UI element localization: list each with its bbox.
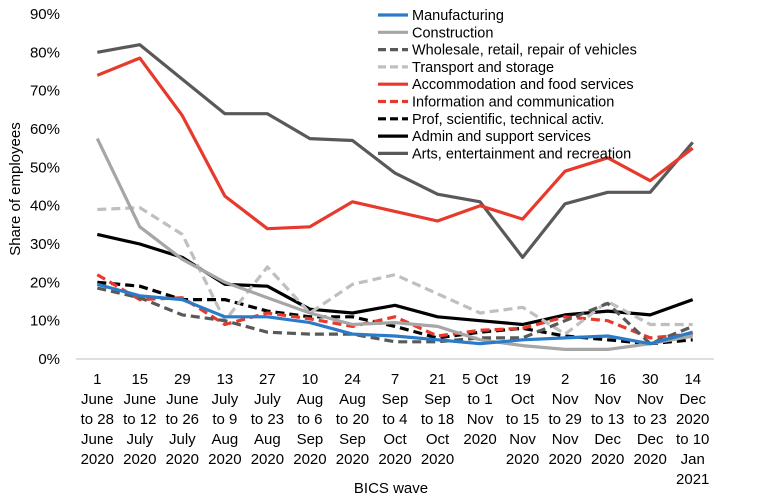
series-lines — [95, 43, 694, 351]
y-tick-label: 0% — [38, 351, 60, 368]
y-tick-label: 20% — [30, 274, 60, 291]
legend-label: Wholesale, retail, repair of vehicles — [412, 43, 637, 59]
y-tick-label: 30% — [30, 236, 60, 253]
legend-label: Information and communication — [412, 95, 614, 111]
x-tick-label: 14 Dec 2020 to 10 Jan 2021 — [676, 371, 709, 488]
legend-label: Transport and storage — [412, 60, 554, 76]
y-tick-label: 90% — [30, 6, 60, 23]
x-tick-label: 24 Aug to 20 Sep 2020 — [336, 371, 369, 468]
x-tick-label: 13 July to 9 Aug 2020 — [208, 371, 241, 468]
legend-label: Construction — [412, 25, 493, 41]
x-tick-label: 30 Nov to 23 Dec 2020 — [634, 371, 667, 468]
x-tick-label: 29 June to 26 July 2020 — [166, 371, 199, 468]
x-tick-label: 1 June to 28 June 2020 — [81, 371, 114, 468]
y-axis: 0% 10% 20% 30% 40% 50% 60% 70% 80% 90% — [30, 6, 60, 368]
x-tick-label: 7 Sep to 4 Oct 2020 — [378, 371, 411, 468]
series-line-information-and-communication — [96, 273, 693, 340]
x-tick-label: 5 Oct to 1 Nov 2020 — [462, 371, 499, 448]
series-line-accommodation-and-food-services — [96, 56, 694, 231]
x-tick-label: 19 Oct to 15 Nov 2020 — [506, 371, 539, 468]
legend-label: Admin and support services — [412, 129, 591, 145]
x-tick-label: 21 Sep to 18 Oct 2020 — [421, 371, 454, 468]
y-tick-label: 50% — [30, 159, 60, 176]
legend-label: Prof, scientific, technical activ. — [412, 112, 604, 128]
y-tick-label: 60% — [30, 121, 60, 138]
series-line-admin-and-support-services — [96, 232, 694, 327]
x-axis: 1 June to 28 June 2020 15 June to 12 July 2020 29 J… — [76, 358, 714, 488]
legend-label: Manufacturing — [412, 8, 504, 24]
series-line-wholesale-retail-repair-of-vehicles — [96, 286, 694, 346]
x-tick-label: 27 July to 23 Aug 2020 — [251, 371, 284, 468]
x-tick-label: 10 Aug to 6 Sep 2020 — [293, 371, 326, 468]
y-axis-title: Share of employees — [7, 122, 24, 255]
legend-label: Arts, entertainment and recreation — [412, 146, 631, 162]
series-line-construction — [95, 137, 693, 351]
x-axis-title: BICS wave — [354, 480, 428, 497]
x-tick-label: 2 Nov to 29 Nov 2020 — [548, 371, 581, 468]
x-tick-label: 16 Nov to 13 Dec 2020 — [591, 371, 624, 468]
x-tick-label: 15 June to 12 July 2020 — [123, 371, 156, 468]
y-tick-label: 80% — [30, 44, 60, 61]
y-tick-label: 40% — [30, 198, 60, 215]
y-tick-label: 10% — [30, 313, 60, 330]
series-line-prof-scientific-technical-activ — [97, 280, 693, 346]
series-line-manufacturing — [96, 282, 694, 346]
legend-label: Accommodation and food services — [412, 77, 634, 93]
series-line-arts-entertainment-and-recreation — [97, 43, 694, 259]
y-tick-label: 70% — [30, 83, 60, 100]
series-line-transport-and-storage — [97, 206, 693, 336]
